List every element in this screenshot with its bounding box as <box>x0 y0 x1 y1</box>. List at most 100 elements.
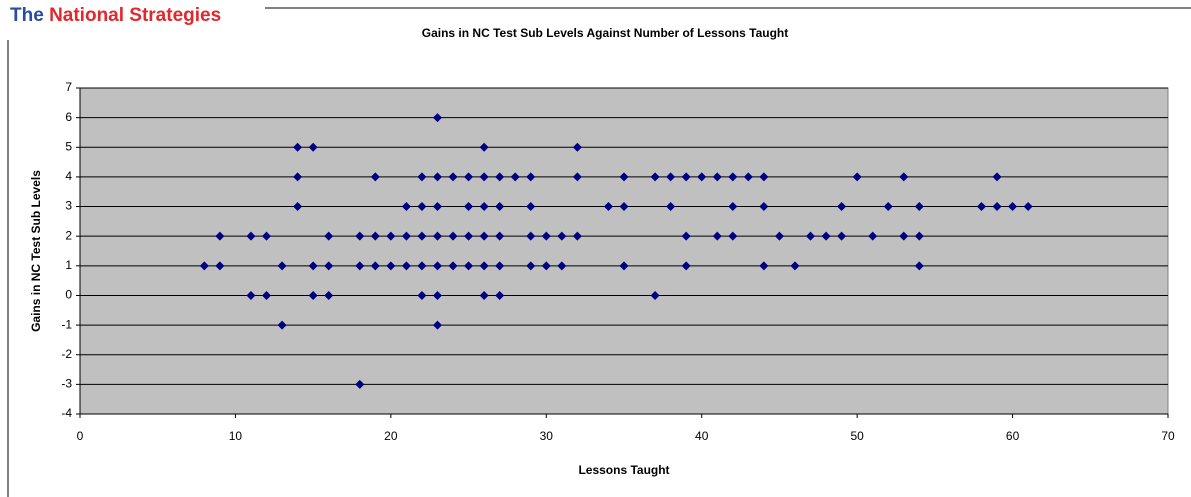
y-tick-label: -3 <box>61 377 72 391</box>
point <box>246 290 256 300</box>
point <box>495 231 505 241</box>
point <box>743 172 753 182</box>
point <box>619 202 629 212</box>
point <box>650 172 660 182</box>
point <box>199 261 209 271</box>
point <box>308 261 318 271</box>
point <box>681 231 691 241</box>
x-tick-label: 40 <box>695 429 709 443</box>
point <box>572 172 582 182</box>
x-tick-label: 10 <box>229 429 243 443</box>
point <box>899 231 909 241</box>
point <box>277 320 287 330</box>
point <box>417 290 427 300</box>
brand-prefix: The <box>10 5 44 26</box>
point <box>448 261 458 271</box>
plot-area <box>79 87 1169 415</box>
y-tick-label: 0 <box>65 288 72 302</box>
y-tick-label: 5 <box>65 139 72 153</box>
point <box>914 231 924 241</box>
point <box>293 142 303 152</box>
point <box>759 261 769 271</box>
point <box>495 202 505 212</box>
point <box>432 290 442 300</box>
point <box>401 261 411 271</box>
point <box>712 172 722 182</box>
x-tick-label: 60 <box>1006 429 1020 443</box>
point <box>448 231 458 241</box>
point <box>666 172 676 182</box>
point <box>728 202 738 212</box>
point <box>976 202 986 212</box>
y-axis-label: Gains in NC Test Sub Levels <box>29 170 43 332</box>
point <box>417 202 427 212</box>
point <box>448 172 458 182</box>
y-tick-label: 4 <box>65 169 72 183</box>
point <box>432 261 442 271</box>
point <box>992 172 1002 182</box>
point <box>557 231 567 241</box>
point <box>681 172 691 182</box>
point <box>541 231 551 241</box>
x-tick-label: 50 <box>850 429 864 443</box>
point <box>899 172 909 182</box>
point <box>293 172 303 182</box>
point <box>479 261 489 271</box>
point <box>479 142 489 152</box>
point <box>572 231 582 241</box>
point <box>883 202 893 212</box>
point <box>759 172 769 182</box>
point <box>479 172 489 182</box>
brand-logo: The National Strategies <box>10 5 221 26</box>
y-tick-label: -1 <box>61 317 72 331</box>
point <box>308 290 318 300</box>
point <box>619 261 629 271</box>
point <box>821 231 831 241</box>
point <box>324 261 334 271</box>
point <box>464 202 474 212</box>
point <box>355 231 365 241</box>
y-tick-label: 2 <box>65 228 72 242</box>
x-tick-label: 30 <box>540 429 554 443</box>
point <box>572 142 582 152</box>
point <box>324 231 334 241</box>
point <box>464 172 474 182</box>
point <box>510 172 520 182</box>
point <box>215 231 225 241</box>
point <box>401 202 411 212</box>
point <box>370 231 380 241</box>
x-tick-label: 20 <box>384 429 398 443</box>
y-tick-label: 3 <box>65 199 72 213</box>
x-tick-label: 70 <box>1161 429 1175 443</box>
point <box>293 202 303 212</box>
point <box>355 261 365 271</box>
point <box>759 202 769 212</box>
point <box>262 231 272 241</box>
point <box>852 172 862 182</box>
point <box>557 261 567 271</box>
point <box>308 142 318 152</box>
point <box>868 231 878 241</box>
point <box>417 231 427 241</box>
point <box>992 202 1002 212</box>
point <box>774 231 784 241</box>
point <box>355 379 365 389</box>
point <box>650 290 660 300</box>
x-tick-label: 0 <box>77 429 84 443</box>
y-tick-label: -2 <box>61 347 72 361</box>
point <box>386 231 396 241</box>
point <box>541 261 551 271</box>
point <box>526 231 536 241</box>
point <box>495 172 505 182</box>
point <box>526 202 536 212</box>
point <box>914 202 924 212</box>
point <box>417 261 427 271</box>
x-axis-label: Lessons Taught <box>578 463 669 477</box>
point <box>370 261 380 271</box>
point <box>697 172 707 182</box>
point <box>464 231 474 241</box>
point <box>479 290 489 300</box>
point <box>324 290 334 300</box>
point <box>432 113 442 123</box>
